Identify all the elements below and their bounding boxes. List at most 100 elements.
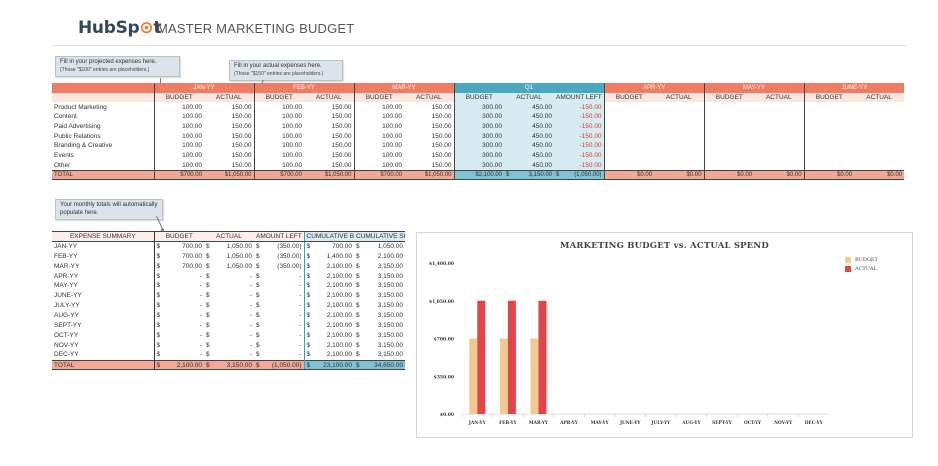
budget-cell: 100.00 [153,141,204,151]
summary-budget: $700.00 [153,241,204,252]
summary-cum-spend: $3,150.00 [356,312,403,320]
empty-cell [854,112,904,122]
table-row: Branding & Creative 100.00 150.00 100.00 150… [52,141,938,151]
q1-actual-cell: 450.00 [504,141,555,151]
summary-col-header: CUMULATIVE BUDGET [303,231,354,242]
empty-cell [603,131,655,142]
actual-cell: 150.00 [331,132,352,140]
col-header-actual: ACTUAL [204,92,254,103]
actual-cell: 150.00 [431,132,452,140]
actual-cell: 150.00 [331,152,352,160]
q1-budget-cell: 300.00 [453,102,505,113]
table-row: SEPT-YY $ - $ - $ - $2,100.00 $3,150.00 [52,320,405,331]
actual-cell: 150.00 [231,161,252,169]
title-divider [52,45,907,46]
y-tick-label: $0.00 [440,412,454,418]
month-header: FEB-YY [253,83,355,93]
table-row: APR-YY $ - $ - $ - $2,100.00 $3,150.00 [52,271,405,281]
q1-left-cell: -150.00 [554,141,605,151]
total-empty: $0.00 [603,169,655,181]
summary-cum-budget: $2,100.00 [303,300,354,311]
row-label: Content [54,113,77,121]
total-budget: $700.00 [353,169,405,181]
summary-cum-spend: $3,150.00 [356,282,403,290]
actual-cell: 150.00 [231,113,252,121]
budget-cell: 100.00 [353,102,405,113]
actual-cell: 150.00 [331,161,352,169]
chart-panel: MARKETING BUDGET vs. ACTUAL SPEND BUDGET… [416,232,913,438]
table-row: JUNE-YY $ - $ - $ - $2,100.00 $3,150.00 [52,290,405,301]
empty-cell [603,141,655,151]
x-tick-label: MAR-YY [529,421,549,426]
row-label: Events [54,152,74,160]
total-empty: $0.00 [854,169,905,181]
summary-cum-spend: $3,150.00 [356,262,403,270]
actual-cell: 150.00 [331,142,352,150]
summary-budget: $700.00 [153,251,204,262]
empty-cell [754,102,804,112]
empty-cell [603,112,655,122]
summary-col-header: BUDGET [153,231,204,242]
summary-actual: $ - [206,302,252,310]
budget-cell: 100.00 [153,150,204,161]
q1-budget-cell: 300.00 [453,160,505,171]
actual-cell: 150.00 [431,123,452,131]
y-tick-label: $1,050.00 [429,299,454,305]
summary-total-left: $ (1,050.00) [254,359,304,371]
bar-budget [499,338,508,414]
row-label: Other [54,161,71,169]
q1-budget-cell: 300.00 [453,121,505,132]
empty-cell [703,141,755,151]
empty-cell [654,141,704,151]
summary-cum-budget: $700.00 [303,241,354,252]
x-tick-label: JUNE-YY [619,421,641,426]
table-row: DEC-YY $ - $ - $ - $2,100.00 $3,150.00 [52,350,405,361]
header-spacer [52,92,154,103]
empty-cell [854,151,904,161]
bar-actual [507,300,516,414]
month-header: Q1 [453,83,605,93]
table-row: Events 100.00 150.00 100.00 150.00 100.00 150.… [52,150,938,161]
row-label: Branding & Creative [54,142,113,150]
x-tick-label: SEPT-YY [712,421,732,426]
summary-month: MAR-YY [54,262,80,270]
x-tick-label: APR-YY [559,421,579,426]
q1-total-left: $ (1,050.00) [554,169,605,181]
row-label: Public Relations [54,132,101,140]
summary-cum-budget: $2,100.00 [303,320,354,331]
budget-cell: 100.00 [253,102,304,113]
budget-table: JAN-YY FEB-YY MAR-YY Q1 APR-YY MAY-YY JUNE-YY B… [52,83,938,181]
summary-cum-spend: $3,150.00 [356,292,403,300]
budget-cell: 100.00 [253,112,304,122]
budget-cell: 100.00 [153,160,204,171]
col-header-budget: BUDGET [153,92,204,103]
q1-actual-cell: 450.00 [504,121,555,132]
table-row: OCT-YY $ - $ - $ - $2,100.00 $3,150.00 [52,330,405,341]
q1-actual-cell: 450.00 [504,112,555,122]
col-header-budget: BUDGET [703,92,755,103]
table-row: Content 100.00 150.00 100.00 150.00 100.00 150… [52,112,938,122]
legend-label-budget: BUDGET [855,257,878,263]
table-row: JULY-YY $ - $ - $ - $2,100.00 $3,150.00 [52,300,405,311]
summary-left: $ (350.00) [256,252,302,260]
total-empty: $0.00 [703,169,755,181]
empty-cell [603,150,655,161]
budget-cell: 100.00 [153,121,204,132]
actual-cell: 150.00 [331,103,352,111]
actual-cell: 150.00 [431,161,452,169]
x-tick-label: AUG-YY [681,421,701,426]
summary-col-header: AMOUNT LEFT [254,231,304,242]
q1-left-cell: -150.00 [554,150,605,161]
summary-left: $ - [256,292,302,300]
summary-cum-spend: $2,100.00 [356,252,403,260]
budget-cell: 100.00 [153,112,204,122]
actual-cell: 150.00 [231,132,252,140]
summary-actual: $ - [206,341,252,349]
empty-cell [703,112,755,122]
summary-actual: $ - [206,331,252,339]
summary-month: JULY-YY [54,302,80,310]
q1-total-budget: $2,100.00 [453,169,505,181]
budget-cell: 100.00 [153,102,204,113]
bar-budget [530,338,539,414]
actual-cell: 150.00 [331,123,352,131]
